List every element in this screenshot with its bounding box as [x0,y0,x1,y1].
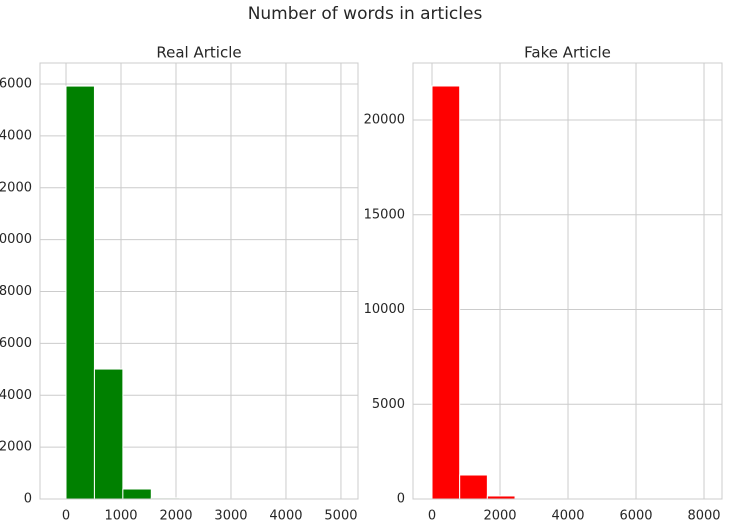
x-tick-label: 1000 [104,509,137,524]
bar [431,85,461,500]
y-tick-label: 14000 [0,128,32,143]
subplot-title: Real Article [156,44,241,62]
y-tick-label: 4000 [0,388,32,403]
y-tick-label: 5000 [372,397,405,412]
bar [93,368,124,500]
y-tick-label: 10000 [0,232,32,247]
x-tick-label: 4000 [551,509,584,524]
axes-frame [412,62,723,500]
bar [65,85,95,500]
x-tick-label: 3000 [214,509,247,524]
x-tick-label: 6000 [619,509,652,524]
y-tick-label: 6000 [0,336,32,351]
y-tick-label: 12000 [0,180,32,195]
subplot-title: Fake Article [524,44,611,62]
y-tick-label: 15000 [364,207,405,222]
y-tick-label: 0 [24,492,32,507]
figure-title: Number of words in articles [248,4,483,24]
x-tick-label: 5000 [324,509,357,524]
x-tick-label: 0 [428,509,436,524]
x-tick-label: 2000 [483,509,516,524]
x-tick-label: 2000 [159,509,192,524]
y-tick-label: 2000 [0,440,32,455]
y-tick-label: 16000 [0,77,32,92]
y-tick-label: 20000 [364,113,405,128]
y-tick-label: 10000 [364,302,405,317]
y-tick-label: 8000 [0,284,32,299]
x-tick-label: 4000 [269,509,302,524]
bar [122,488,152,500]
x-tick-label: 0 [62,509,70,524]
x-tick-label: 8000 [687,509,720,524]
bar [459,474,488,500]
axes-frame [39,62,359,500]
y-tick-label: 0 [397,492,405,507]
